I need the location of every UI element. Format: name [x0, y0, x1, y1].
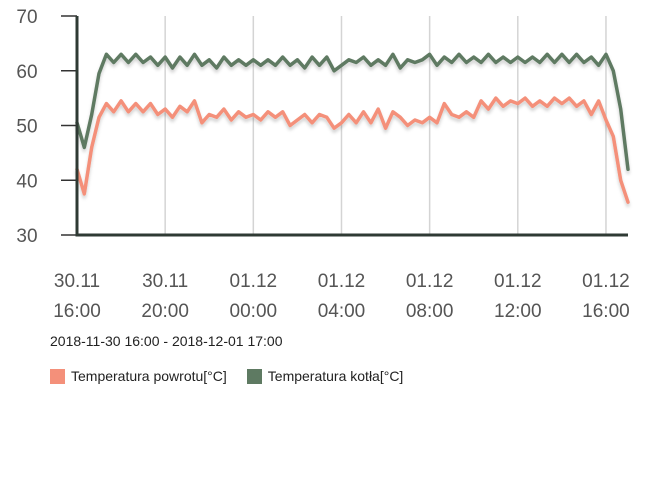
x-tick-label: 30.11 [54, 271, 100, 292]
y-tick-label: 30 [16, 226, 37, 247]
series-lines [75, 52, 630, 204]
legend-swatch-return-temp [50, 368, 65, 384]
x-tick-label: 30.11 [142, 271, 188, 292]
legend-item-return-temp[interactable]: Temperatura powrotu[°C] [50, 368, 227, 384]
axes [75, 16, 628, 237]
date-range-label: 2018-11-30 16:00 - 2018-12-01 17:00 [50, 333, 283, 349]
series-line-1 [75, 52, 630, 172]
series-line-0 [75, 96, 630, 204]
x-tick-label: 08:00 [406, 301, 454, 322]
legend-swatch-boiler-temp [246, 368, 262, 384]
x-tick-label: 00:00 [230, 301, 278, 322]
x-tick-label: 01.12 [318, 271, 366, 292]
x-tick-label: 16:00 [582, 301, 630, 322]
legend: Temperatura powrotu[°C] Temperatura kotł… [50, 368, 423, 384]
x-tick-label: 01.12 [494, 271, 542, 292]
x-tick-label: 04:00 [318, 301, 366, 322]
y-tick-label: 70 [16, 7, 37, 28]
legend-label-boiler-temp: Temperatura kotła[°C] [267, 368, 404, 384]
y-tick-label: 50 [16, 117, 37, 138]
y-axis-ticks: 30 40 50 60 70 [16, 7, 77, 247]
line-chart: 30 40 50 60 70 30.11 16:00 30.11 20:00 01.12 00:0… [16, 7, 630, 322]
x-tick-label: 16:00 [53, 301, 101, 322]
y-tick-label: 40 [16, 171, 37, 192]
legend-label-return-temp: Temperatura powrotu[°C] [71, 368, 227, 384]
x-tick-label: 01.12 [230, 271, 278, 292]
x-tick-label: 12:00 [494, 301, 542, 322]
legend-item-boiler-temp[interactable]: Temperatura kotła[°C] [246, 368, 404, 384]
x-tick-label: 01.12 [406, 271, 454, 292]
y-tick-label: 60 [16, 62, 37, 83]
x-tick-label: 20:00 [141, 301, 189, 322]
vertical-grid [164, 16, 607, 235]
x-axis-ticks: 30.11 16:00 30.11 20:00 01.12 00:00 01.12 04:00… [53, 271, 630, 322]
x-tick-label: 01.12 [582, 271, 630, 292]
